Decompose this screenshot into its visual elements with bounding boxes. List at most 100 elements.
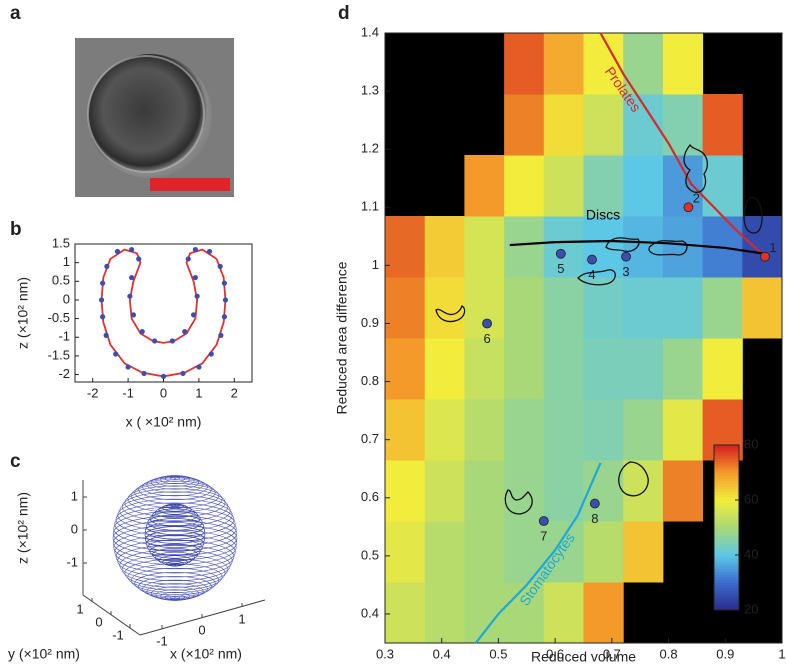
mesh-ring: [124, 558, 226, 588]
heat-cell: [464, 399, 505, 461]
colorbar-step: [714, 500, 739, 504]
mesh-ring: [145, 518, 205, 535]
x-tick-label: -2: [87, 385, 99, 400]
colorbar-step: [714, 508, 739, 512]
mesh-ring: [121, 554, 229, 585]
mesh: [112, 475, 238, 601]
data-point: [169, 338, 175, 344]
colorbar-step: [714, 519, 739, 523]
colorbar-step: [714, 582, 739, 586]
data-point: [206, 248, 213, 255]
colorbar-step: [714, 475, 739, 479]
data-point: [190, 312, 197, 318]
colorbar-tick-label: 60: [744, 491, 758, 506]
heat-cell: [583, 155, 624, 217]
mesh-ring: [162, 558, 188, 567]
heat-cell: [742, 216, 783, 278]
heat-cell: [424, 460, 465, 522]
shape-point: [760, 251, 770, 262]
y-tick-label: -2: [58, 366, 70, 381]
data-point: [100, 280, 106, 286]
colorbar-step: [714, 524, 739, 528]
colorbar-step: [714, 511, 739, 515]
mesh-ring: [151, 508, 199, 523]
z-axis-label: z (×10² nm): [15, 492, 31, 564]
y-tick-label: 1: [372, 257, 379, 272]
mesh-ring: [160, 475, 190, 485]
colorbar-step: [714, 601, 739, 605]
panel-a-image: [75, 38, 234, 197]
heat-cell: [385, 399, 426, 461]
y-tick-label: 1.2: [361, 141, 379, 156]
x-tick-label: 2: [231, 385, 238, 400]
colorbar-step: [714, 456, 739, 460]
shape-icon: [618, 461, 649, 497]
mesh-ring: [112, 525, 238, 561]
heat-cell: [583, 94, 624, 156]
colorbar-step: [714, 560, 739, 564]
y-tick-label: 1: [76, 601, 83, 616]
mesh-ring: [169, 476, 181, 480]
mesh-ring: [147, 539, 203, 556]
point-label: 4: [588, 267, 595, 282]
data-point: [114, 248, 121, 255]
heat-cell: [424, 277, 465, 339]
data-point: [130, 312, 137, 318]
y-tick-label: 1.1: [361, 199, 379, 214]
mesh-ring: [145, 535, 205, 552]
colorbar-step: [714, 447, 739, 451]
y-tick-label: -1.5: [48, 347, 70, 362]
data-point: [221, 280, 227, 286]
y-tick-label: 1.4: [361, 24, 379, 39]
shape-point: [538, 516, 549, 526]
point-label: 5: [557, 261, 564, 276]
heat-cell: [385, 277, 426, 339]
shape-point: [555, 248, 566, 259]
data-point: [192, 246, 198, 253]
y-tick-label: 1: [63, 254, 70, 269]
y-tick-label: 0.6: [361, 489, 379, 504]
z-tick-label: 0: [71, 521, 78, 536]
heat-cell: [543, 338, 584, 400]
colorbar-step: [714, 579, 739, 583]
data-point: [152, 338, 158, 344]
colorbar-step: [714, 607, 739, 611]
heat-cell: [742, 277, 783, 339]
shape-icon: [504, 489, 533, 515]
colorbar-step: [714, 491, 739, 495]
data-point: [222, 297, 229, 303]
z-tick-label: -1: [66, 554, 78, 569]
data-point: [100, 314, 106, 320]
shape-point: [621, 251, 631, 262]
heat-cell: [543, 521, 584, 583]
colorbar-step: [714, 522, 739, 526]
colorbar-step: [714, 546, 739, 550]
colorbar-step: [714, 530, 739, 534]
y-axis-label: y (×10² nm): [8, 646, 80, 662]
colorbar-step: [714, 458, 739, 462]
shape-point: [482, 318, 492, 329]
mesh-ring: [142, 579, 208, 599]
heat-cell: [504, 33, 545, 95]
y-axis-label: Reduced area difference: [334, 261, 350, 414]
colorbar-step: [714, 533, 739, 537]
heat-cell: [504, 399, 545, 461]
heat-cell: [583, 521, 624, 583]
heat-cell: [424, 216, 465, 278]
colorbar-step: [714, 590, 739, 594]
heat-cell: [543, 582, 584, 644]
panel-label: b: [10, 219, 22, 240]
shape-icon: [743, 196, 763, 234]
colorbar-tick-label: 80: [744, 436, 758, 451]
data-point: [160, 373, 167, 380]
colorbar-step: [714, 596, 739, 600]
y-axis-label: z (×10² nm): [15, 277, 31, 349]
shape-icon: [435, 305, 466, 323]
x-tick-label: 0.7: [603, 646, 621, 661]
data-point: [185, 256, 191, 262]
axes-frame: [74, 243, 253, 383]
colorbar-step: [714, 571, 739, 575]
heat-cell: [702, 94, 743, 156]
heat-cell: [543, 216, 584, 278]
x-tick-label: -1: [156, 633, 168, 648]
